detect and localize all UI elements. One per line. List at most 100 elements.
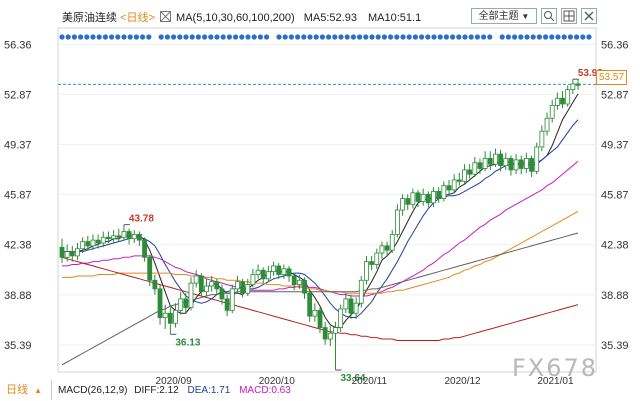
candle-body [389,233,395,251]
session-dot [307,34,313,40]
candle [152,274,158,295]
candle [255,264,261,279]
candle [224,294,230,317]
session-dots [59,34,592,40]
session-dot [481,34,487,40]
grid-icon[interactable] [561,8,577,24]
session-dot [555,34,561,40]
period-select[interactable]: 日线 ▲ [0,380,52,400]
candle-body [147,256,153,281]
session-dot [146,34,152,40]
candle [333,321,338,370]
candle [116,228,122,242]
x-tick-label: 2020/12 [444,376,481,387]
candle [446,179,452,195]
x-tick-label: 2020/11 [352,376,388,387]
theme-select[interactable]: 全部主题 ▼ [471,8,537,24]
close-icon[interactable] [581,8,597,24]
candle-body [296,279,302,285]
candle-body [482,158,488,169]
candle [322,321,328,345]
session-dot [214,34,220,40]
candle-body [420,193,426,202]
macd-value: MACD:0.63 [239,385,291,396]
candle [415,189,421,208]
candle [75,243,80,261]
session-dot [59,34,65,40]
x-tick-label: 2020/09 [156,376,193,387]
session-dot [567,34,574,40]
session-dot [375,34,381,40]
candle [69,245,75,262]
y-tick-label-right: 45.87 [601,190,629,202]
candle [245,278,251,297]
candle-body [570,83,576,91]
y-tick-label-right: 52.87 [601,89,629,101]
candle [260,267,266,284]
candle-body [64,251,70,258]
candle [487,151,493,170]
candle [240,278,246,298]
candle-body [183,298,189,308]
session-dot [109,34,115,40]
x-tick-label: 2021/01 [537,376,574,387]
candle-body [178,298,184,311]
candle [131,230,137,243]
indicator-toggle-icon[interactable] [159,11,171,22]
session-dot [437,34,443,40]
candle [498,149,504,172]
theme-select-label: 全部主题 [478,11,519,22]
candle-body [343,298,349,310]
candle-body [529,158,534,172]
ma5-value: MA5:52.93 [303,12,357,24]
session-dot [419,34,425,40]
candle [431,187,436,208]
candle-body [157,288,163,318]
session-dot [363,34,369,40]
candle [281,264,287,279]
candle [565,85,571,107]
session-dot [282,34,288,40]
candle [147,254,153,286]
candle-body [209,281,215,287]
candle-body [111,235,116,240]
candle-body [162,312,168,318]
y-tick-label-right: 35.39 [601,340,629,352]
annotation-label: 36.13 [175,337,200,348]
candle-body [575,83,581,86]
candle [493,148,498,168]
candle-body [462,169,467,182]
session-dot [264,34,270,40]
candle [524,152,529,173]
candle-body [152,279,158,290]
candle-body [524,158,529,169]
candle-body [544,117,550,132]
session-dot [183,34,189,40]
candle-body [498,153,504,166]
zoom-icon[interactable] [541,8,557,24]
candle-body [467,169,473,175]
session-dot [425,34,431,40]
candle [539,125,545,152]
candle-body [198,275,204,293]
candle [353,297,359,319]
chevron-down-icon: ▼ [521,12,530,21]
moving-average-lines [61,93,579,366]
candle-body [106,236,111,240]
candle [188,277,194,311]
period-label[interactable]: <日线> [120,12,155,24]
candle [570,79,576,94]
candle [405,194,411,211]
candle [513,154,519,175]
y-tick-label-left: 49.37 [4,140,32,152]
session-dot [158,34,164,40]
session-dot [177,34,183,40]
candle [482,151,488,172]
candle [312,303,318,322]
session-dot [518,34,524,40]
session-dot [115,34,121,40]
candle-body [534,146,540,172]
candle [121,224,127,241]
session-dot [524,34,530,40]
